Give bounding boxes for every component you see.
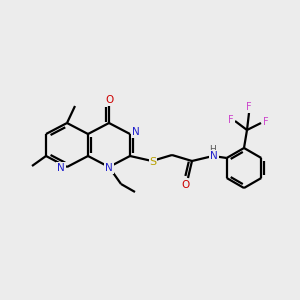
Text: N: N bbox=[105, 163, 113, 173]
Text: F: F bbox=[263, 117, 269, 127]
Text: N: N bbox=[57, 163, 65, 173]
Text: N: N bbox=[132, 127, 140, 137]
Text: H: H bbox=[208, 145, 215, 154]
Text: N: N bbox=[210, 151, 218, 161]
Text: O: O bbox=[105, 95, 113, 105]
Text: O: O bbox=[182, 180, 190, 190]
Text: F: F bbox=[246, 102, 252, 112]
Text: S: S bbox=[149, 157, 157, 167]
Text: F: F bbox=[228, 115, 234, 125]
